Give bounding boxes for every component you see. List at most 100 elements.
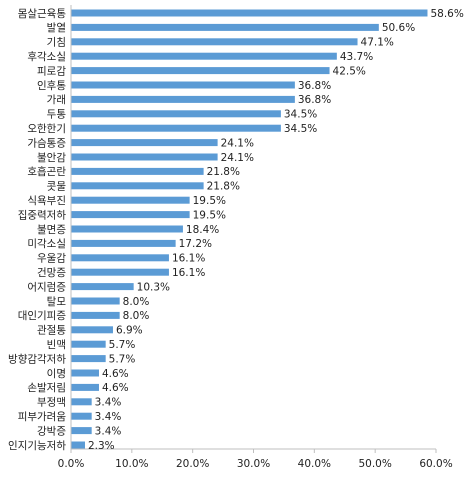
bar [71,369,99,377]
category-label: 가슴통증 [27,137,66,149]
category-label: 어지럼증 [27,280,66,293]
category-label: 이명 [47,368,66,380]
bar [71,283,134,291]
data-label: 5.7% [109,353,136,365]
x-tick-label: 0.0% [58,458,85,470]
data-label: 24.1% [221,152,254,164]
bar [71,211,190,219]
bar [71,297,120,305]
category-label: 집중력저하 [18,208,67,221]
category-label: 대인기피증 [18,310,67,322]
category-label: 인지기능저하 [8,439,66,452]
category-label: 후각소실 [27,51,66,63]
category-label: 기침 [47,37,66,49]
data-label: 5.7% [109,339,136,351]
bar [71,225,183,233]
data-label: 36.8% [298,80,331,92]
bar [71,95,295,103]
category-label: 피부가려움 [18,411,67,423]
data-label: 21.8% [207,166,240,178]
bar [71,182,204,190]
bar [71,254,169,262]
category-label: 인후통 [37,80,66,92]
bar [71,326,113,334]
bar [71,38,358,46]
category-label: 호흡곤란 [27,165,66,178]
data-label: 34.5% [284,109,317,121]
x-tick-label: 30.0% [237,458,270,470]
category-label: 가래 [47,94,66,106]
data-label: 42.5% [333,65,366,77]
x-ticks-layer: 0.0% 10.0% 20.0% 30.0% 40.0% 50.0% 60.0% [58,449,453,470]
data-label: 18.4% [186,224,219,236]
category-label: 방향감각저하 [8,352,66,365]
data-label: 16.1% [172,267,205,279]
category-label: 몸살근육통 [18,8,67,20]
category-label: 미각소실 [27,238,66,250]
bar [71,398,92,406]
category-label: 오한한기 [27,123,66,135]
data-label: 8.0% [123,296,150,308]
category-label: 불안감 [37,152,66,164]
bar [71,81,295,89]
category-label: 콧물 [47,181,67,193]
data-label: 3.4% [95,411,122,423]
data-label: 50.6% [382,22,415,34]
category-label: 부정맥 [37,397,66,409]
category-label: 탈모 [47,295,67,308]
bar [71,311,120,319]
bars-layer [71,9,428,449]
data-label: 36.8% [298,94,331,106]
data-label: 3.4% [95,425,122,437]
category-label: 강박증 [37,425,66,437]
x-tick-label: 10.0% [115,458,148,470]
data-label: 8.0% [123,310,150,322]
category-label: 식욕부진 [27,195,66,207]
bar [71,67,330,75]
x-tick-label: 20.0% [176,458,209,470]
data-label: 19.5% [193,209,226,221]
x-tick-label: 50.0% [358,458,391,470]
bar [71,383,99,391]
bar [71,167,204,175]
data-label: 4.6% [102,368,129,380]
data-label: 10.3% [137,281,170,293]
bar [71,52,337,60]
category-label: 관절통 [37,324,66,337]
bar [71,441,85,449]
data-label: 19.5% [193,195,226,207]
bar [71,139,218,147]
category-label: 손발저림 [27,382,66,394]
bar [71,196,190,204]
bar [71,340,106,348]
bar [71,239,176,247]
data-label: 2.3% [88,440,115,452]
labels-layer: 몸살근육통 58.6% 발열 50.6% 기침 47.1% 후각소실 43.7% 피로감 42.5… [8,8,464,452]
data-label: 24.1% [221,137,254,149]
bar [71,9,428,17]
bar [71,412,92,420]
data-label: 21.8% [207,181,240,193]
data-label: 3.4% [95,397,122,409]
data-label: 34.5% [284,123,317,135]
category-label: 불면증 [37,224,66,236]
data-label: 17.2% [179,238,212,250]
data-label: 43.7% [340,51,373,63]
category-label: 발열 [47,22,66,34]
data-label: 47.1% [361,37,394,49]
bar [71,355,106,363]
category-label: 두통 [47,109,67,121]
bar [71,153,218,161]
bar [71,110,281,118]
x-tick-label: 60.0% [419,458,452,470]
x-tick-label: 40.0% [298,458,331,470]
category-label: 건망증 [37,267,66,279]
category-label: 빈맥 [47,339,66,351]
bar [71,23,379,31]
bar [71,427,92,435]
data-label: 4.6% [102,382,129,394]
category-label: 피로감 [37,65,66,77]
bar [71,124,281,132]
category-label: 우울감 [37,253,66,265]
